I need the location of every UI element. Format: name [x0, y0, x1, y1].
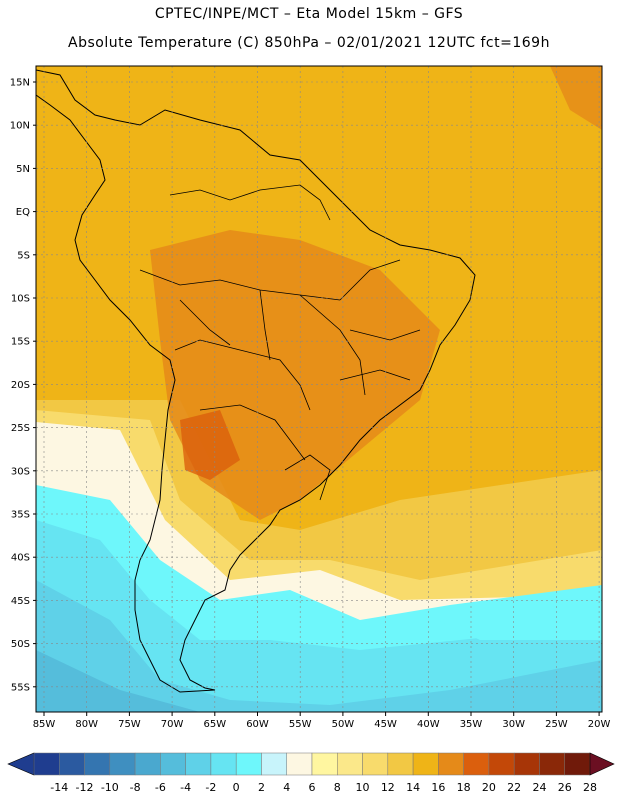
lat-label: 55S [11, 682, 30, 693]
lat-label: EQ [16, 207, 30, 218]
colorbar-swatch [387, 752, 414, 776]
colorbar-tick-label: 4 [283, 781, 290, 794]
colorbar-swatch [513, 752, 540, 776]
colorbar-tick-label: -14 [50, 781, 68, 794]
cold-band-2 [36, 520, 602, 712]
hot-spot [180, 410, 240, 480]
colorbar-tick-label: 10 [356, 781, 370, 794]
longitude-labels: 85W 80W 75W 70W 65W 60W 55W 50W 45W 40W 35W 30W 25W 2… [33, 719, 611, 730]
colorbar-tick-label: 12 [381, 781, 395, 794]
lat-label: 10N [10, 121, 30, 132]
colorbar-swatch [33, 752, 60, 776]
lat-label: 15N [10, 78, 30, 89]
colorbar-tick-label: 14 [406, 781, 420, 794]
lon-label: 65W [203, 719, 226, 730]
colorbar-swatch [210, 752, 237, 776]
latitude-labels: 15N 10N 5N EQ 5S 10S 15S 20S 25S 30S 35S 40S 45S 50S 5… [10, 78, 30, 694]
colorbar-tick-label: -10 [101, 781, 119, 794]
lat-label: 40S [11, 553, 30, 564]
lon-label: 70W [161, 719, 184, 730]
lat-label: 10S [11, 294, 30, 305]
colorbar-swatch [488, 752, 515, 776]
country-borders [139, 184, 421, 501]
colorbar-swatch [84, 752, 111, 776]
colorbar-swatch [438, 752, 464, 776]
colorbar-tick-label: 6 [309, 781, 316, 794]
colorbar-swatch [109, 752, 136, 776]
colorbar: -14 -12 -10 -8 -6 -4 -2 0 2 4 6 8 10 12 14 16 18 20 22 24 26… [7, 752, 615, 794]
axis-ticks [33, 81, 600, 716]
colorbar-swatch [539, 752, 565, 776]
lon-label: 35W [460, 719, 483, 730]
colorbar-swatch [286, 752, 313, 776]
lat-label: 30S [11, 466, 30, 477]
colorbar-swatch [362, 752, 389, 776]
temperature-map: 15N 10N 5N EQ 5S 10S 15S 20S 25S 30S 35S 40S 45S 50S 5… [10, 65, 611, 730]
map-title-line2: Absolute Temperature (C) 850hPa – 02/01/… [68, 35, 550, 51]
lat-label: 35S [11, 510, 30, 521]
lat-label: 20S [11, 380, 30, 391]
colorbar-tick-label: -12 [76, 781, 94, 794]
colorbar-tick-label: 26 [558, 781, 572, 794]
colorbar-tick-label: -8 [130, 781, 141, 794]
lon-label: 30W [502, 719, 525, 730]
lon-label: 60W [246, 719, 269, 730]
colorbar-swatch [337, 752, 363, 776]
graticule [36, 66, 602, 712]
lon-label: 40W [417, 719, 440, 730]
colorbar-swatch [463, 752, 490, 776]
colorbar-tick-label: 2 [258, 781, 265, 794]
lon-label: 55W [289, 719, 312, 730]
colorbar-swatch [59, 752, 85, 776]
colorbar-tick-label: 22 [507, 781, 521, 794]
colorbar-tick-label: -6 [155, 781, 166, 794]
map-frame [35, 65, 603, 713]
lat-label: 15S [11, 337, 30, 348]
lon-label: 85W [33, 719, 56, 730]
lat-label: 25S [11, 423, 30, 434]
colorbar-swatch [185, 752, 212, 776]
colorbar-swatch [235, 752, 262, 776]
lat-label: 50S [11, 639, 30, 650]
colorbar-tick-label: 0 [233, 781, 240, 794]
colorbar-right-arrow [589, 752, 615, 776]
colorbar-swatch [160, 752, 186, 776]
colorbar-swatch [412, 752, 439, 776]
colorbar-tick-label: -4 [180, 781, 191, 794]
colorbar-tick-label: 18 [457, 781, 471, 794]
lon-label: 25W [545, 719, 568, 730]
colorbar-tick-label: 20 [482, 781, 496, 794]
colorbar-tick-label: 8 [334, 781, 341, 794]
colorbar-swatch [261, 752, 287, 776]
colorbar-swatch [311, 752, 338, 776]
lat-label: 5N [16, 164, 30, 175]
map-title-line1: CPTEC/INPE/MCT – Eta Model 15km – GFS [154, 6, 464, 22]
lon-label: 45W [374, 719, 397, 730]
cold-band-4 [36, 650, 200, 712]
colorbar-tick-label: 16 [431, 781, 445, 794]
lon-label: 50W [332, 719, 355, 730]
colorbar-swatch [564, 752, 591, 776]
colorbar-tick-label: -2 [205, 781, 216, 794]
coastline [36, 69, 476, 693]
colorbar-left-arrow [7, 752, 35, 776]
lon-label: 20W [588, 719, 611, 730]
lon-label: 75W [118, 719, 141, 730]
colorbar-tick-label: 28 [583, 781, 597, 794]
colorbar-tick-label: 24 [532, 781, 546, 794]
lat-label: 45S [11, 596, 30, 607]
lon-label: 80W [75, 719, 98, 730]
colorbar-swatch [134, 752, 161, 776]
lat-label: 5S [17, 250, 30, 261]
cold-patch [420, 600, 602, 640]
